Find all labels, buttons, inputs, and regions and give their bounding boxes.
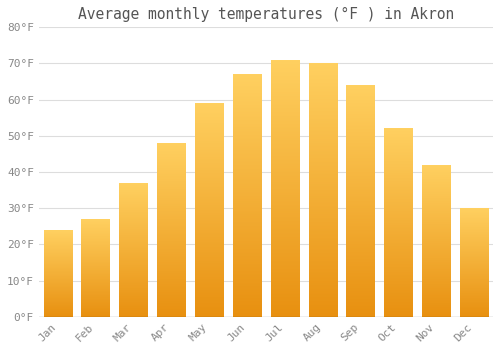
Bar [233, 74, 261, 317]
Bar [308, 63, 337, 317]
Bar [157, 143, 186, 317]
Bar [270, 60, 299, 317]
Bar [384, 128, 412, 317]
Bar [346, 85, 375, 317]
Bar [460, 208, 488, 317]
Bar [195, 103, 224, 317]
Bar [82, 219, 110, 317]
Bar [44, 230, 72, 317]
Bar [422, 165, 450, 317]
Bar [119, 183, 148, 317]
Title: Average monthly temperatures (°F ) in Akron: Average monthly temperatures (°F ) in Ak… [78, 7, 454, 22]
